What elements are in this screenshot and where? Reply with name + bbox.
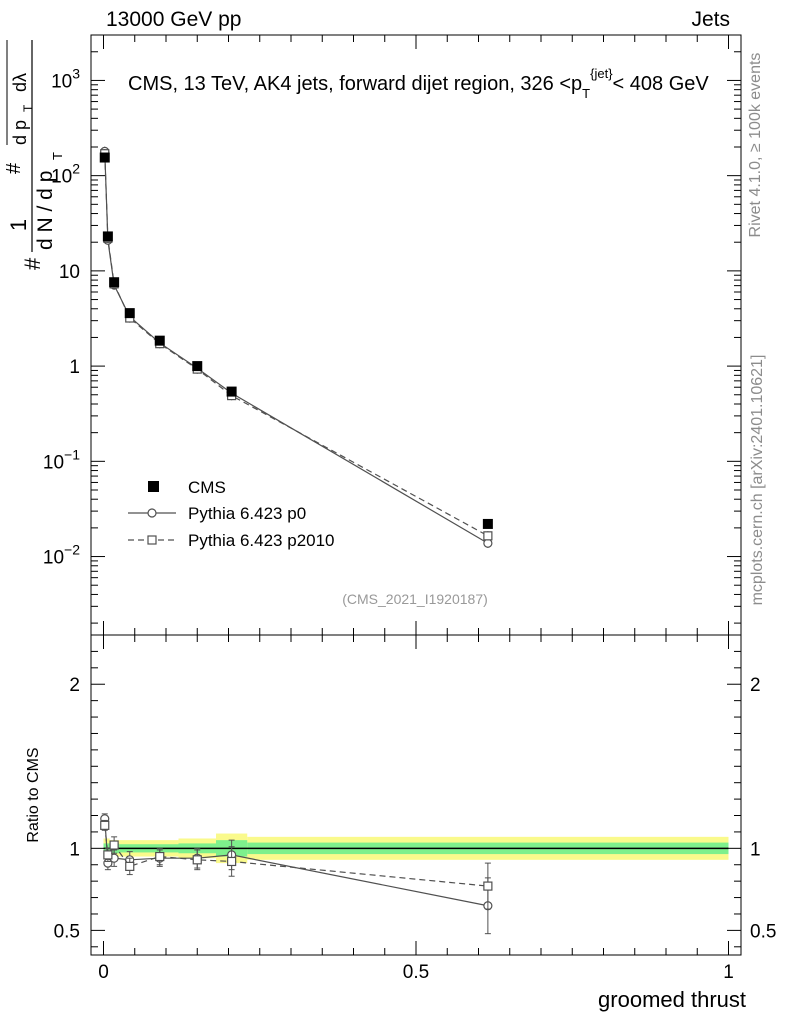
ratio-marker-p2010 [100,820,110,830]
y-tick-label: 1 [69,357,80,378]
legend-marker-cms [148,481,159,492]
ratio-axis-label: Ratio to CMS [25,747,42,842]
side-text-mcplots: mcplots.cern.ch [arXiv:2401.10621] [749,355,766,606]
x-axis-label: groomed thrust [598,987,746,1012]
data-point [124,308,135,319]
ratio-tick-label-left: 2 [69,675,80,696]
legend-marker-p2010 [147,535,157,545]
y-label-dpt: d p [10,120,30,145]
y-tick-label: 10−2 [43,542,80,569]
ratio-marker-p2010 [125,861,135,871]
legend-marker-p0 [147,508,157,518]
ratio-marker-p2010 [103,850,113,860]
y-label-sub-t2: T [21,104,35,112]
ratio-line-1 [104,818,488,907]
chart-title: CMS, 13 TeV, AK4 jets, forward dijet reg… [128,66,709,101]
data-point [99,152,110,163]
x-tick-label: 0 [98,962,109,983]
side-text-rivet: Rivet 4.1.0, ≥ 100k events [747,53,764,238]
y-tick-label: 10−1 [43,446,80,473]
ratio-marker-p2010 [155,851,165,862]
legend-label-1: Pythia 6.423 p0 [188,504,306,523]
ratio-frame [90,634,742,956]
x-tick-label: 1 [723,962,734,983]
ratio-marker-p2010 [192,855,202,865]
y-label-d2n: d²N [0,91,4,120]
ratio-marker-p2010 [483,881,493,891]
ratio-marker-p2010 [109,840,119,850]
y-axis-label: #1 d N / d p T # d²N d p Tdλ [0,40,65,270]
data-point [192,361,203,372]
ratio-tick-label-left: 0.5 [54,921,80,942]
y-label-hash2: # [3,162,25,174]
y-label-sub-t: T [50,152,65,160]
legend-label-2: Pythia 6.423 p2010 [188,531,335,550]
y-label-dlambda: dλ [10,73,30,92]
ratio-tick-label-right: 0.5 [750,921,776,942]
mc-line-2 [104,153,489,537]
ratio-marker-p2010 [227,856,237,867]
mc-marker-p2010 [483,531,493,541]
y-label-one: 1 [6,219,31,231]
header-left: 13000 GeV pp [106,8,242,31]
y-label-hash: # [20,257,45,270]
y-tick-label: 10 [59,262,80,283]
legend-label-0: CMS [188,478,226,497]
data-point [226,386,237,397]
data-point [109,277,120,288]
y-tick-label: 102 [51,161,80,188]
analysis-tag: (CMS_2021_I1920187) [342,591,488,607]
ratio-tick-label-right: 2 [750,675,761,696]
y-label-denominator: d N / d p [34,171,57,250]
data-point [482,518,493,529]
x-tick-label: 0.5 [403,962,429,983]
y-tick-label: 103 [51,65,80,92]
data-point [154,335,165,346]
data-point [102,231,113,242]
header-right: Jets [691,8,730,31]
ratio-tick-label-left: 1 [69,839,80,860]
ratio-tick-label-right: 1 [750,839,761,860]
